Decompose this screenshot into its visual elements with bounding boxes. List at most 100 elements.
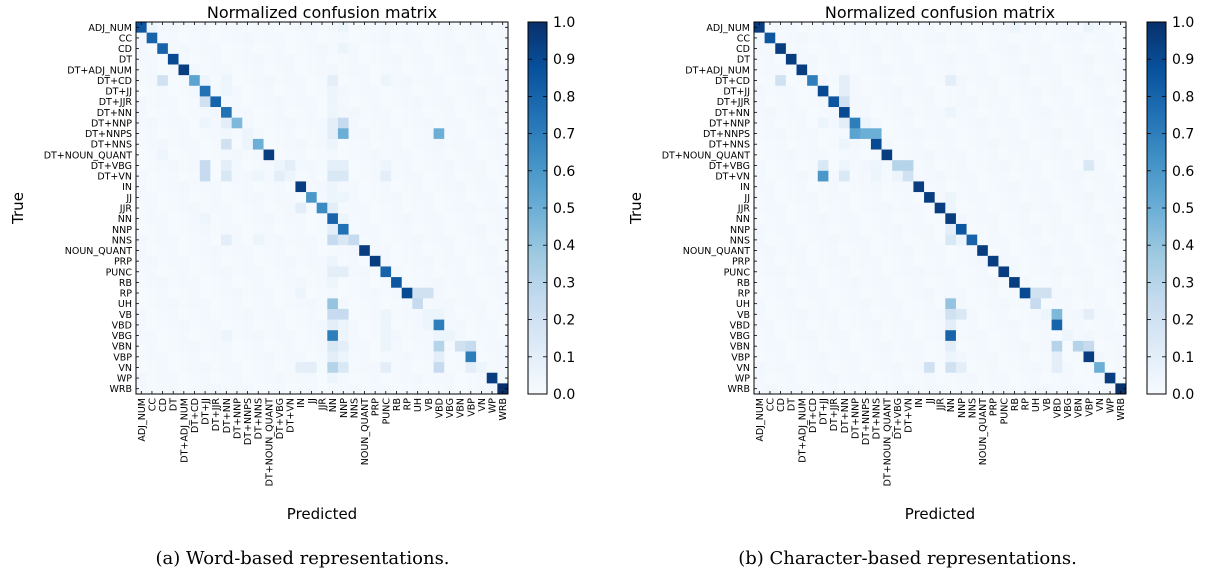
heatmap-cell (966, 383, 978, 395)
heatmap-cell (476, 85, 488, 97)
heatmap-cell (1019, 53, 1031, 65)
heatmap-cell (263, 245, 275, 257)
heatmap-cell (966, 22, 978, 34)
heatmap-cell (1051, 170, 1063, 182)
heatmap-cell (839, 308, 851, 320)
heatmap-cell (860, 277, 872, 289)
heatmap-cell (913, 43, 925, 55)
heatmap-cell (252, 330, 264, 342)
heatmap-cell (839, 223, 851, 235)
heatmap-cell (486, 64, 498, 76)
heatmap-cell (764, 43, 776, 55)
heatmap-cell (157, 96, 169, 108)
heatmap-cell (242, 138, 254, 150)
heatmap-cell (391, 255, 403, 267)
y-tick-label: WRB (109, 384, 132, 395)
heatmap-cell (136, 75, 148, 87)
heatmap-cell (870, 287, 882, 299)
heatmap-cell (401, 192, 413, 204)
heatmap-cell (337, 330, 349, 342)
x-tick-label: IN (914, 398, 925, 408)
heatmap-cell (465, 372, 477, 384)
heatmap-cell (348, 96, 360, 108)
heatmap-cell (337, 138, 349, 150)
heatmap-cell (274, 107, 286, 119)
heatmap-cell (807, 22, 819, 34)
confusion-matrix-character-based: Normalized confusion matrixADJ_NUMCCCDDT… (627, 3, 1194, 523)
heatmap-cell (987, 372, 999, 384)
heatmap-cell (422, 340, 434, 352)
heatmap-cell (1009, 160, 1021, 172)
heatmap-cell (369, 75, 381, 87)
heatmap-cell (870, 223, 882, 235)
heatmap-cell (486, 22, 498, 34)
heatmap-cell (913, 160, 925, 172)
heatmap-cell (369, 234, 381, 246)
heatmap-cell (1019, 308, 1031, 320)
heatmap-cell (807, 107, 819, 119)
heatmap-cell (412, 298, 424, 310)
heatmap-cell (796, 43, 808, 55)
heatmap-cell (210, 372, 222, 384)
y-tick-label: ADJ_NUM (706, 23, 750, 34)
heatmap-cell (817, 383, 829, 395)
heatmap-cell (306, 149, 318, 161)
heatmap-cell (242, 213, 254, 225)
heatmap-cell (167, 340, 179, 352)
colorbar-tick-label: 0.5 (1172, 201, 1194, 217)
heatmap-cell (242, 372, 254, 384)
heatmap-cell (1104, 128, 1116, 140)
heatmap-cell (348, 192, 360, 204)
heatmap-cell (221, 117, 233, 129)
heatmap-cell (433, 383, 445, 395)
heatmap-cell (1094, 234, 1106, 246)
heatmap-cell (934, 202, 946, 214)
heatmap-cell (1040, 298, 1052, 310)
heatmap-cell (881, 287, 893, 299)
heatmap-cell (263, 287, 275, 299)
heatmap-cell (316, 22, 328, 34)
heatmap-cell (764, 298, 776, 310)
heatmap-cell (1051, 362, 1063, 374)
heatmap-cell (284, 223, 296, 235)
heatmap-cell (157, 75, 169, 87)
heatmap-cell (785, 53, 797, 65)
heatmap-cell (231, 362, 243, 374)
heatmap-cell (902, 22, 914, 34)
heatmap-cell (785, 287, 797, 299)
y-tick-label: NNP (730, 225, 750, 236)
heatmap-cell (136, 213, 148, 225)
heatmap-cell (348, 213, 360, 225)
heatmap-cell (987, 64, 999, 76)
heatmap-cell (1030, 85, 1042, 97)
heatmap-cell (284, 245, 296, 257)
heatmap-cell (785, 138, 797, 150)
y-tick-label: DT+JJR (717, 97, 751, 108)
heatmap-cell (977, 138, 989, 150)
heatmap-cell (444, 96, 456, 108)
heatmap-cell (401, 383, 413, 395)
heatmap-cell (1115, 372, 1127, 384)
heatmap-cell (860, 351, 872, 363)
heatmap-cell (327, 330, 339, 342)
heatmap-cell (444, 330, 456, 342)
heatmap-cell (913, 192, 925, 204)
heatmap-cell (380, 32, 392, 44)
heatmap-cell (348, 202, 360, 214)
heatmap-cell (807, 287, 819, 299)
heatmap-cell (210, 53, 222, 65)
x-tick-label: JJR (936, 398, 947, 412)
heatmap-cell (178, 213, 190, 225)
heatmap-cell (412, 181, 424, 193)
heatmap-cell (955, 32, 967, 44)
heatmap-cell (454, 138, 466, 150)
heatmap-cell (454, 223, 466, 235)
heatmap-cell (849, 372, 861, 384)
heatmap-cell (316, 308, 328, 320)
heatmap-cell (263, 32, 275, 44)
heatmap-cell (412, 192, 424, 204)
heatmap-cell (433, 192, 445, 204)
heatmap-cell (486, 75, 498, 87)
heatmap-cell (337, 351, 349, 363)
heatmap-cell (210, 85, 222, 97)
